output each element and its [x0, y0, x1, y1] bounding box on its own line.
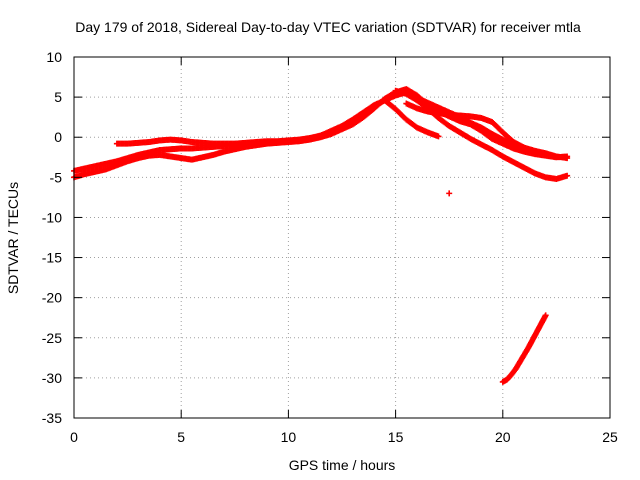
series-arc-6 [499, 312, 549, 385]
data-point [542, 312, 549, 319]
y-tick-label: -25 [42, 330, 62, 346]
y-tick-label: -35 [42, 410, 62, 426]
y-tick-label: 5 [54, 89, 62, 105]
y-tick-label: -5 [50, 169, 63, 185]
x-tick-label: 25 [602, 429, 618, 445]
data-point [446, 190, 453, 197]
data-point [564, 172, 571, 179]
y-axis-label: SDTVAR / TECUs [5, 182, 21, 294]
x-tick-label: 0 [70, 429, 78, 445]
x-axis-label: GPS time / hours [289, 457, 396, 473]
y-tick-label: 0 [54, 129, 62, 145]
chart-title: Day 179 of 2018, Sidereal Day-to-day VTE… [75, 19, 581, 35]
tick-labels: 0 5 10 15 20 25 10 5 0 -5 -10 -15 -20 -25 -30 -35 [42, 49, 618, 445]
grid-lines [74, 57, 610, 418]
plot-frame [73, 56, 611, 419]
y-tick-label: 10 [46, 49, 62, 65]
series-arc-4 [392, 87, 571, 182]
y-tick-label: -15 [42, 250, 62, 266]
x-tick-label: 20 [495, 429, 511, 445]
x-tick-label: 5 [177, 429, 185, 445]
series-arc-3 [113, 97, 442, 147]
data-point [564, 155, 571, 162]
y-tick-label: -10 [42, 209, 62, 225]
data-point [435, 133, 442, 140]
x-tick-label: 15 [388, 429, 404, 445]
x-tick-label: 10 [281, 429, 297, 445]
series-arc-5 [403, 100, 571, 162]
data-series [71, 86, 571, 385]
series-arc-7 [446, 190, 453, 197]
y-tick-label: -20 [42, 290, 62, 306]
y-tick-label: -30 [42, 370, 62, 386]
